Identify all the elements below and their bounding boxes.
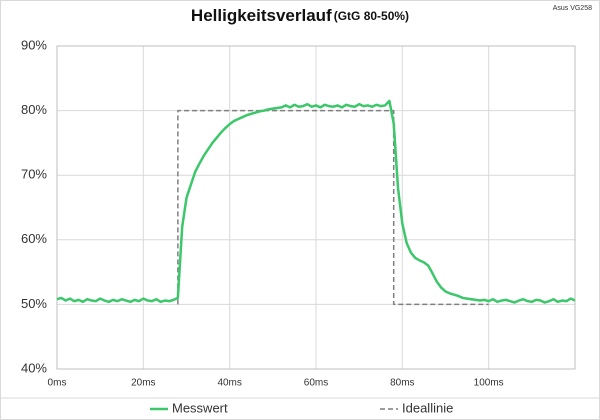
chart-title: Helligkeitsverlauf — [191, 6, 332, 25]
annotation: Asus VG258 — [553, 5, 592, 12]
y-tick-label: 40% — [21, 360, 47, 375]
x-tick-label: 0ms — [48, 378, 67, 389]
x-tick-label: 60ms — [304, 378, 328, 389]
x-tick-label: 80ms — [390, 378, 414, 389]
y-tick-label: 90% — [21, 37, 47, 52]
legend-label: Ideallinie — [402, 400, 453, 415]
legend-label: Messwert — [172, 400, 228, 415]
x-tick-label: 40ms — [217, 378, 241, 389]
chart-title-group: Helligkeitsverlauf (GtG 80-50%) — [191, 6, 409, 25]
y-tick-label: 50% — [21, 296, 47, 311]
x-tick-label: 100ms — [474, 378, 504, 389]
chart-subtitle: (GtG 80-50%) — [334, 9, 409, 23]
y-tick-label: 60% — [21, 231, 47, 246]
y-tick-label: 70% — [21, 167, 47, 182]
y-tick-label: 80% — [21, 102, 47, 117]
measured-line — [56, 99, 576, 304]
ideal-line — [177, 109, 489, 306]
plot-border — [56, 45, 576, 370]
x-tick-label: 20ms — [131, 378, 155, 389]
